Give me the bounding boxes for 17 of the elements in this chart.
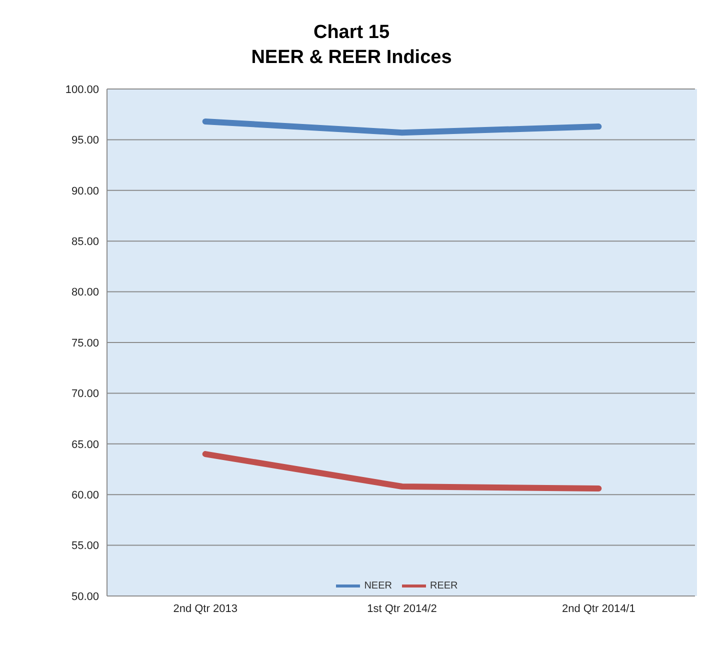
chart-title: Chart 15 NEER & REER Indices [250,21,453,70]
x-tick-label: 2nd Qtr 2013 [173,602,238,615]
y-tick-label: 55.00 [71,540,99,552]
y-tick-label: 60.00 [71,490,99,502]
y-tick-label: 65.00 [71,438,99,451]
y-tick-label: 90.00 [71,185,99,198]
y-tick-label: 100.00 [65,84,99,96]
x-tick-label: 2nd Qtr 2014/1 [562,602,636,615]
y-tick-label: 75.00 [71,337,99,350]
y-tick-label: 70.00 [71,388,99,400]
y-tick-label: 80.00 [71,286,99,299]
y-tick-label: 50.00 [71,590,99,603]
legend-label: REER [430,580,458,592]
x-tick-label: 1st Qtr 2014/2 [367,602,437,615]
legend-label: NEER [364,580,392,592]
y-tick-label: 85.00 [71,236,99,248]
y-tick-label: 95.00 [71,134,99,147]
